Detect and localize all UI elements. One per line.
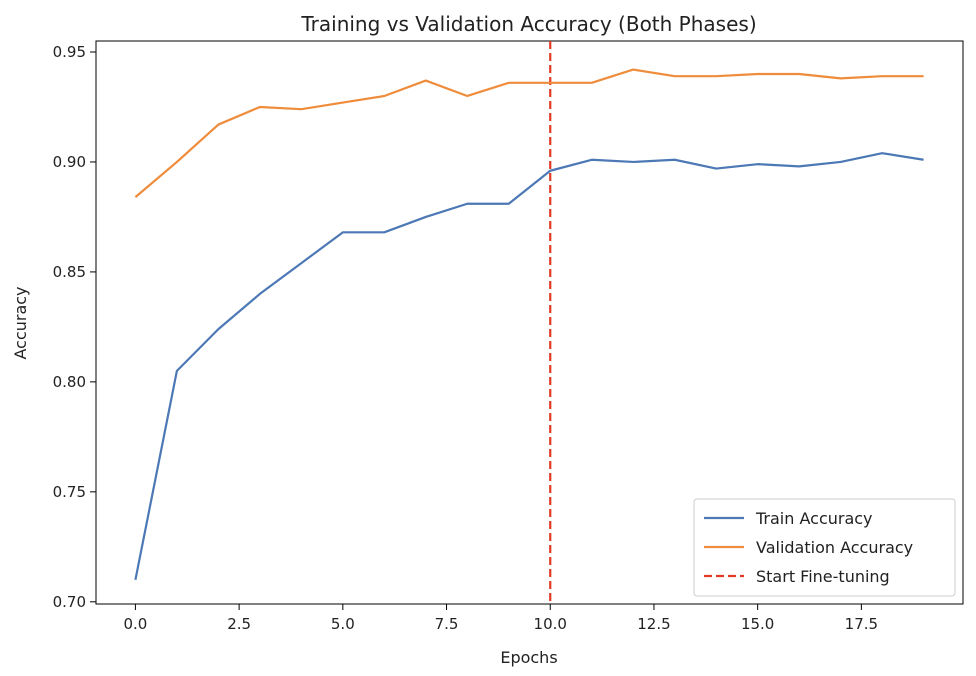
y-tick-label: 0.95	[53, 43, 86, 61]
y-tick-label: 0.90	[53, 153, 86, 171]
y-tick-label: 0.75	[53, 483, 86, 501]
legend-box	[693, 498, 956, 597]
validation-accuracy-line	[134, 68, 924, 198]
x-axis-label: Epochs	[500, 648, 557, 667]
x-tick-label: 2.5	[227, 615, 251, 633]
legend: Train Accuracy Validation Accuracy Start F…	[693, 498, 956, 597]
x-tick-label: 5.0	[331, 615, 355, 633]
y-tick-label: 0.70	[53, 593, 86, 611]
x-tick-label: 10.0	[534, 615, 567, 633]
y-axis-label: Accuracy	[11, 286, 30, 359]
x-tick-label: 12.5	[637, 615, 670, 633]
y-axis-ticks: 0.70 0.75 0.80 0.85 0.90 0.95	[53, 43, 96, 611]
train-accuracy-line	[134, 152, 924, 581]
x-tick-label: 17.5	[845, 615, 878, 633]
plot-frame	[95, 40, 964, 605]
x-tick-label: 0.0	[123, 615, 147, 633]
chart-title: Training vs Validation Accuracy (Both Ph…	[300, 12, 756, 36]
x-tick-label: 15.0	[741, 615, 774, 633]
series-layer	[134, 68, 924, 581]
legend-start-fine-tuning-label: Start Fine-tuning	[756, 567, 890, 586]
legend-validation-accuracy-label: Validation Accuracy	[756, 538, 913, 557]
legend-train-accuracy-label: Train Accuracy	[755, 509, 873, 528]
x-tick-label: 7.5	[435, 615, 459, 633]
y-tick-label: 0.85	[53, 263, 86, 281]
y-tick-label: 0.80	[53, 373, 86, 391]
x-axis-ticks: 0.0 2.5 5.0 7.5 10.0 12.5 15.0 17.5	[123, 604, 878, 633]
